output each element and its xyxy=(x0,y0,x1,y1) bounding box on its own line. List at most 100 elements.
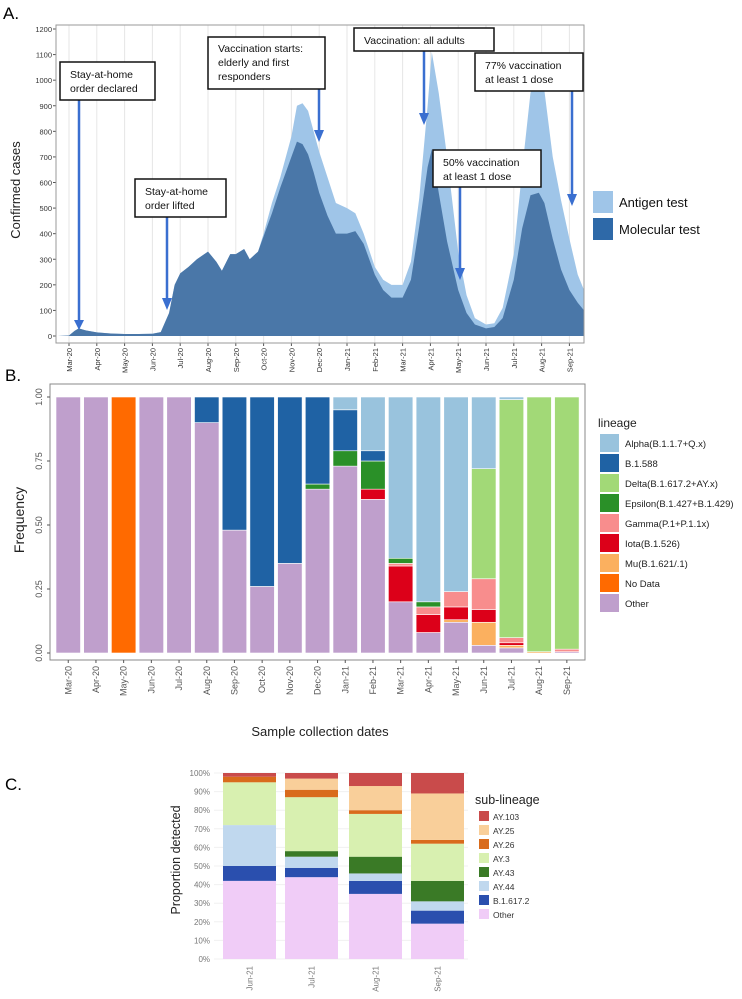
bar-ay-25 xyxy=(349,786,402,811)
bar-ay-103 xyxy=(411,773,464,794)
annotation-line: 50% vaccination xyxy=(443,157,520,169)
x-tick-label: Aug-21 xyxy=(538,348,547,372)
y-tick-label: 10% xyxy=(194,936,210,945)
arrowhead-icon xyxy=(74,320,84,330)
x-tick-label: Mar-21 xyxy=(396,666,406,695)
bar-b-1-588 xyxy=(194,396,220,423)
x-tick-label: Dec-20 xyxy=(315,348,324,372)
x-tick-label: Nov-20 xyxy=(285,666,295,695)
x-tick-label: Jun-21 xyxy=(482,348,491,371)
bar-ay-43 xyxy=(349,856,402,874)
legend-swatch xyxy=(593,191,613,213)
bar-gamma-p-1-p-1-1x xyxy=(388,563,414,567)
y-tick-label: 1.00 xyxy=(34,388,44,406)
panel-c-chart: 0% 10% 20% 30% 40% 50% 60% 70% 80% 90% 100% Jun-21 J… xyxy=(169,769,540,992)
legend-swatch xyxy=(600,574,619,592)
bar-other xyxy=(349,893,402,959)
legend-swatch xyxy=(479,839,489,849)
bar-other xyxy=(223,880,276,959)
x-tick-label: Nov-20 xyxy=(287,348,296,372)
bar-b-1-588 xyxy=(304,396,331,485)
annotation-line: Vaccination: all adults xyxy=(364,35,465,47)
bar-ay-3 xyxy=(223,782,276,826)
x-tick-label: Jun-20 xyxy=(148,348,157,371)
x-tick-label: Jul-20 xyxy=(176,348,185,368)
bar-other xyxy=(277,563,303,654)
bar-alpha-b-1-1-7-q-x xyxy=(360,396,386,452)
y-tick-label: 0% xyxy=(198,955,210,964)
legend-label: Alpha(B.1.1.7+Q.x) xyxy=(625,439,706,450)
bar-ay-26 xyxy=(285,789,338,798)
bar-b-1-617-2 xyxy=(349,880,402,894)
legend-label: Other xyxy=(625,599,649,610)
x-tick-label: Oct-20 xyxy=(257,666,267,693)
bar-iota-b-1-526 xyxy=(443,606,469,621)
bar-other xyxy=(498,647,525,654)
bar-ay-3 xyxy=(349,813,402,857)
bar-iota-b-1-526 xyxy=(415,614,441,633)
bar-other xyxy=(471,645,497,654)
bar-ay-44 xyxy=(349,873,402,881)
bar-other xyxy=(194,422,220,654)
x-tick-label: Oct-20 xyxy=(260,348,269,371)
bar-other xyxy=(388,601,414,654)
bar-other xyxy=(411,923,464,959)
legend-label: Delta(B.1.617.2+AY.x) xyxy=(625,479,718,490)
legend-swatch xyxy=(600,514,619,532)
y-tick-label: 80% xyxy=(194,806,210,815)
annotation-stay-home-lifted: Stay-at-home order lifted xyxy=(134,178,227,310)
legend-title: sub-lineage xyxy=(475,793,540,807)
bar-delta-b-1-617-2-ay-x xyxy=(526,396,552,653)
y-axis-title: Proportion detected xyxy=(169,805,183,914)
annotation-line: Stay-at-home xyxy=(70,69,133,81)
annotation-line: elderly and first xyxy=(218,57,289,69)
bar-b-1-588 xyxy=(277,396,303,564)
bar-other xyxy=(166,396,192,654)
bar-b-1-617-2 xyxy=(411,910,464,924)
bar-iota-b-1-526 xyxy=(471,609,497,623)
y-tick-label: 100 xyxy=(39,306,52,315)
bar-ay-26 xyxy=(349,810,402,814)
x-tick-label: Apr-21 xyxy=(426,348,435,371)
bar-delta-b-1-617-2-ay-x xyxy=(498,399,525,638)
annotation-line: 77% vaccination xyxy=(485,60,562,72)
x-tick-label: Aug-20 xyxy=(202,666,212,695)
y-tick-label: 30% xyxy=(194,899,210,908)
legend-swatch xyxy=(479,909,489,919)
y-tick-label: 400 xyxy=(39,230,52,239)
bar-alpha-b-1-1-7-q-x xyxy=(471,396,497,469)
annotation-77-percent: 77% vaccination at least 1 dose xyxy=(474,52,584,206)
legend-swatch xyxy=(479,895,489,905)
bar-ay-103 xyxy=(285,773,338,779)
area-molecular-test xyxy=(57,141,584,336)
x-tick-label: May-21 xyxy=(454,348,463,373)
y-axis-title: Confirmed cases xyxy=(8,141,23,239)
x-tick-label: Mar-21 xyxy=(399,348,408,372)
y-tick-label: 600 xyxy=(39,179,52,188)
panel-b-chart: 0.00 0.25 0.50 0.75 1.00 Mar-20 Apr-20 May-20 Ju… xyxy=(11,383,734,739)
y-tick-label: 200 xyxy=(39,281,52,290)
bar-other xyxy=(443,621,469,654)
arrowhead-icon xyxy=(567,194,577,206)
legend-swatch xyxy=(600,594,619,612)
y-tick-label: 100% xyxy=(190,769,210,778)
arrowhead-icon xyxy=(314,130,324,142)
x-tick-label: Jul-21 xyxy=(510,348,519,368)
bar-iota-b-1-526 xyxy=(498,642,525,646)
legend-label: Iota(B.1.526) xyxy=(625,539,680,550)
x-tick-label: Sep-21 xyxy=(565,348,574,372)
bar-ay-103 xyxy=(223,773,276,777)
legend-label: Molecular test xyxy=(619,222,700,237)
x-tick-label: Apr-21 xyxy=(423,666,433,693)
bar-mu-b-1-621-1 xyxy=(498,645,525,649)
bar-epsilon-b-1-427-b-1-429 xyxy=(360,460,386,490)
panel-label-a: A. xyxy=(3,4,19,23)
bar-mu-b-1-621-1 xyxy=(471,621,497,646)
x-tick-label: Sep-20 xyxy=(229,666,239,695)
x-tick-label: Jul-21 xyxy=(308,965,317,987)
y-tick-label: 0.75 xyxy=(34,452,44,470)
legend-swatch xyxy=(600,474,619,492)
x-tick-label: May-20 xyxy=(121,348,130,373)
